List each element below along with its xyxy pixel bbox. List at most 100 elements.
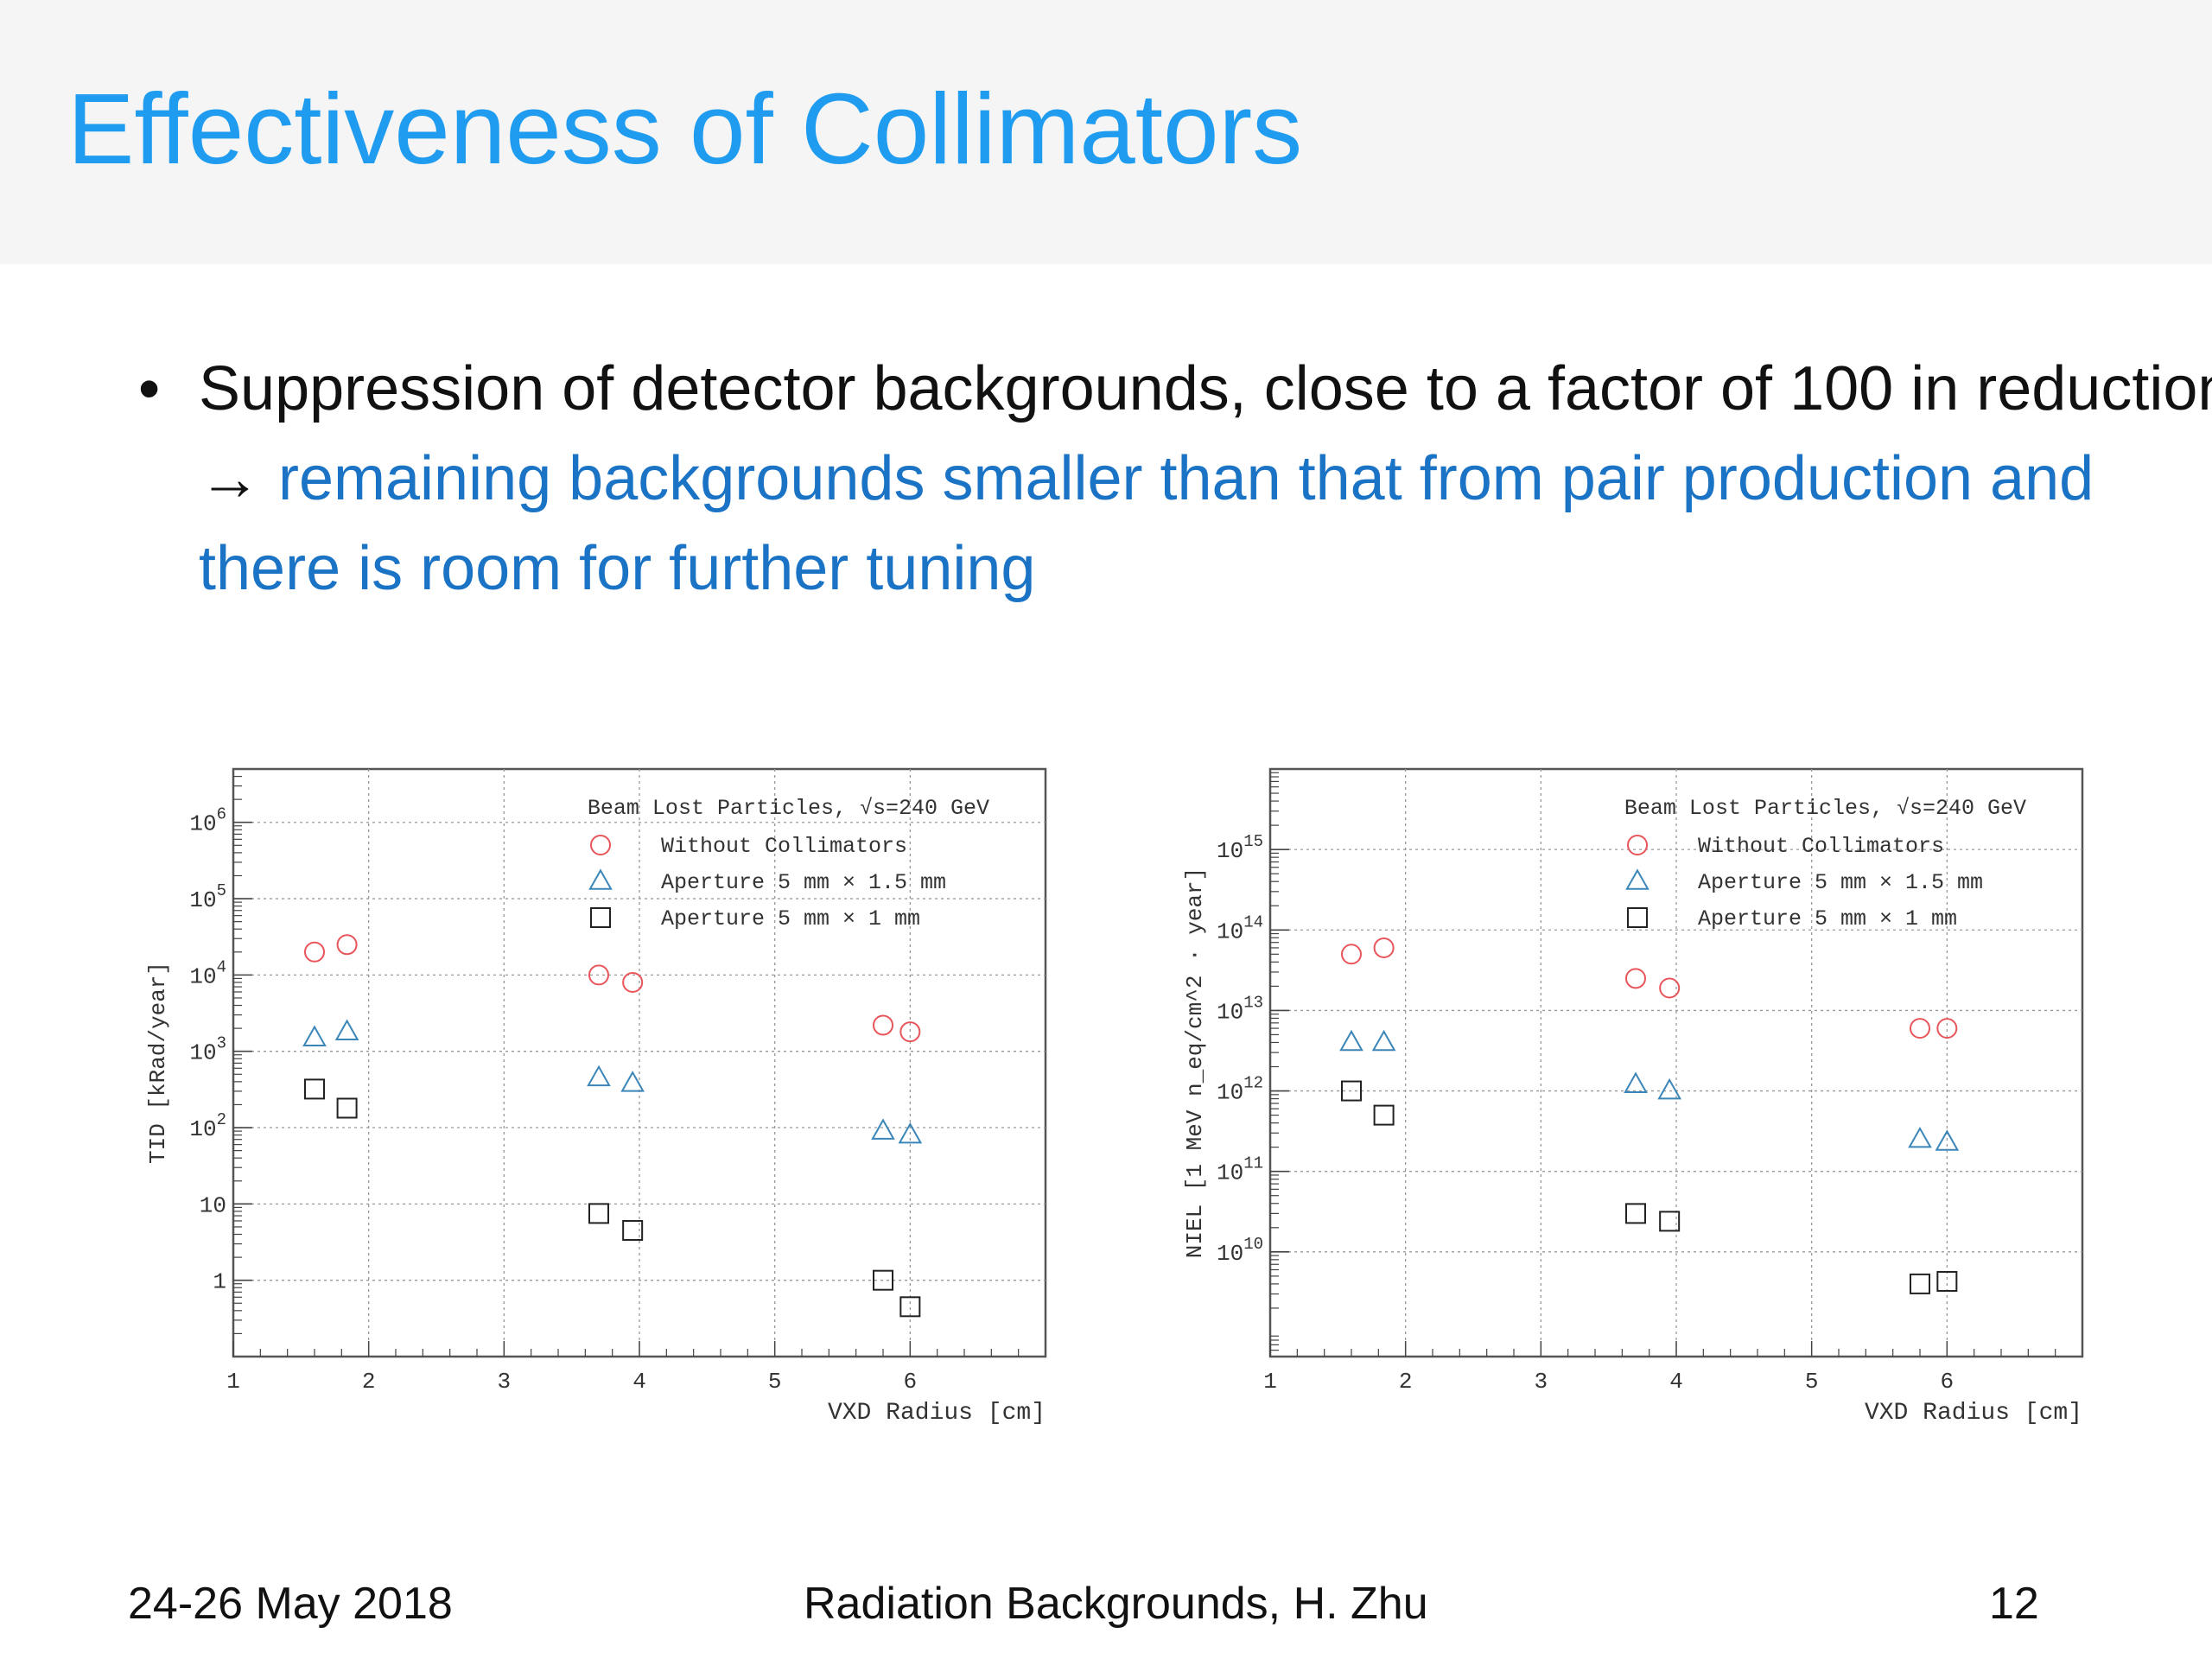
slide-title: Effectiveness of Collimators <box>67 73 1303 185</box>
legend-title: Beam Lost Particles, √s=240 GeV <box>588 796 989 821</box>
x-tick-label: 5 <box>1805 1369 1819 1395</box>
data-point <box>1625 1203 1646 1224</box>
data-point <box>622 971 644 993</box>
data-point <box>1936 1018 1958 1039</box>
data-point <box>873 1269 893 1291</box>
legend: Beam Lost Particles, √s=240 GeV Without C… <box>588 796 989 931</box>
data-series <box>1341 1080 1958 1294</box>
x-tick-label: 1 <box>1263 1369 1277 1395</box>
y-axis-label: NIEL [1 MeV n_eq/cm^2 · year] <box>1182 868 1208 1258</box>
data-point <box>1936 1270 1958 1292</box>
legend-marker <box>590 907 611 928</box>
x-axis-label: VXD Radius [cm] <box>1865 1400 2082 1427</box>
data-point <box>334 1019 359 1040</box>
data-point <box>1908 1126 1932 1148</box>
y-tick-label: 1011 <box>1217 1154 1263 1186</box>
data-point <box>588 964 609 986</box>
x-tick-label: 5 <box>768 1369 782 1395</box>
x-tick-label: 6 <box>1941 1369 1955 1395</box>
data-point <box>304 1078 325 1100</box>
data-point <box>302 1025 327 1046</box>
y-tick-label: 1012 <box>1217 1074 1263 1106</box>
x-tick-label: 4 <box>1669 1369 1683 1395</box>
data-point <box>899 1021 921 1043</box>
chart-svg: 1 2 3 4 5 6 1015 1014 1013 1012 1011 1010 NIEL [1 Me… <box>1182 767 2084 1427</box>
data-series <box>304 934 921 1043</box>
bullet-text: Suppression of detector backgrounds, clo… <box>199 344 2212 613</box>
legend: Beam Lost Particles, √s=240 GeV Without C… <box>1624 796 2026 931</box>
tid-chart: 1 2 3 4 5 6 106 105 104 103 102 10 1 TID [kRad/year] V… <box>121 760 1063 1434</box>
data-point <box>336 934 358 956</box>
data-point <box>620 1071 645 1092</box>
data-point <box>899 1296 921 1318</box>
data-point <box>1910 1273 1930 1294</box>
data-series <box>302 1019 923 1144</box>
data-point <box>304 941 325 963</box>
y-tick-label: 104 <box>189 957 226 989</box>
data-point <box>1935 1129 1960 1151</box>
legend-title: Beam Lost Particles, √s=240 GeV <box>1624 796 2026 821</box>
legend-entry-label: Without Collimators <box>661 834 907 859</box>
footer-page-number: 12 <box>1989 1579 2039 1629</box>
y-tick-label: 103 <box>189 1034 226 1066</box>
footer-date: 24-26 May 2018 <box>128 1579 453 1629</box>
x-axis-label: VXD Radius [cm] <box>828 1400 1046 1427</box>
x-tick-label: 1 <box>226 1369 240 1395</box>
y-tick-label: 102 <box>189 1110 226 1142</box>
data-point <box>1373 937 1395 958</box>
title-bar: Effectiveness of Collimators <box>0 0 2212 264</box>
y-tick-label: 1014 <box>1217 912 1263 944</box>
data-point <box>1373 1104 1395 1126</box>
y-tick-label: 10 <box>200 1192 226 1218</box>
legend-marker <box>590 835 611 855</box>
x-tick-label: 3 <box>498 1369 512 1395</box>
data-point <box>1625 968 1646 989</box>
data-point <box>587 1065 611 1087</box>
x-tick-label: 3 <box>1535 1369 1548 1395</box>
data-point <box>336 1097 358 1119</box>
bullet-text-plain: Suppression of detector backgrounds, clo… <box>199 354 2212 513</box>
legend-entry-label: Without Collimators <box>1698 834 1944 859</box>
legend-marker <box>1627 835 1648 855</box>
x-tick-label: 2 <box>362 1369 376 1395</box>
data-series <box>304 1078 921 1318</box>
data-series <box>1339 1029 1960 1151</box>
legend-entry-label: Aperture 5 mm × 1.5 mm <box>661 870 946 895</box>
y-tick-label: 1013 <box>1217 993 1263 1025</box>
data-point <box>588 1203 609 1224</box>
y-tick-label: 1015 <box>1217 832 1263 864</box>
y-tick-label: 1 <box>213 1269 226 1295</box>
x-tick-label: 6 <box>904 1369 918 1395</box>
data-point <box>873 1014 893 1036</box>
footer-center: Radiation Backgrounds, H. Zhu <box>804 1579 1428 1629</box>
bullet-marker: • <box>138 354 161 423</box>
data-point <box>1659 1211 1681 1232</box>
y-axis-label: TID [kRad/year] <box>145 962 171 1164</box>
x-tick-label: 2 <box>1399 1369 1413 1395</box>
y-tick-label: 1010 <box>1217 1235 1263 1267</box>
data-point <box>1910 1018 1930 1039</box>
data-point <box>1341 1080 1362 1102</box>
data-point <box>1659 977 1681 999</box>
data-point <box>1624 1071 1648 1093</box>
plot-frame <box>1268 767 2084 1358</box>
legend-marker <box>1627 907 1648 928</box>
legend-marker <box>1625 868 1649 890</box>
data-point <box>898 1122 923 1144</box>
y-tick-label: 106 <box>189 805 226 837</box>
data-point <box>1657 1077 1681 1100</box>
plot-frame <box>232 767 1047 1358</box>
data-series <box>1341 937 1958 1039</box>
x-tick-label: 4 <box>632 1369 646 1395</box>
legend-entry-label: Aperture 5 mm × 1 mm <box>1698 906 1957 931</box>
legend-marker <box>588 868 613 890</box>
legend-entry-label: Aperture 5 mm × 1.5 mm <box>1698 870 1983 895</box>
legend-entry-label: Aperture 5 mm × 1 mm <box>661 906 920 931</box>
data-point <box>871 1118 895 1140</box>
data-point <box>622 1219 644 1241</box>
data-point <box>1339 1029 1363 1052</box>
data-point <box>1371 1029 1396 1052</box>
niel-chart: 1 2 3 4 5 6 1015 1014 1013 1012 1011 1010 NIEL [1 Me… <box>1158 760 2100 1434</box>
bullet-text-highlight: remaining backgrounds smaller than that … <box>199 444 2094 603</box>
